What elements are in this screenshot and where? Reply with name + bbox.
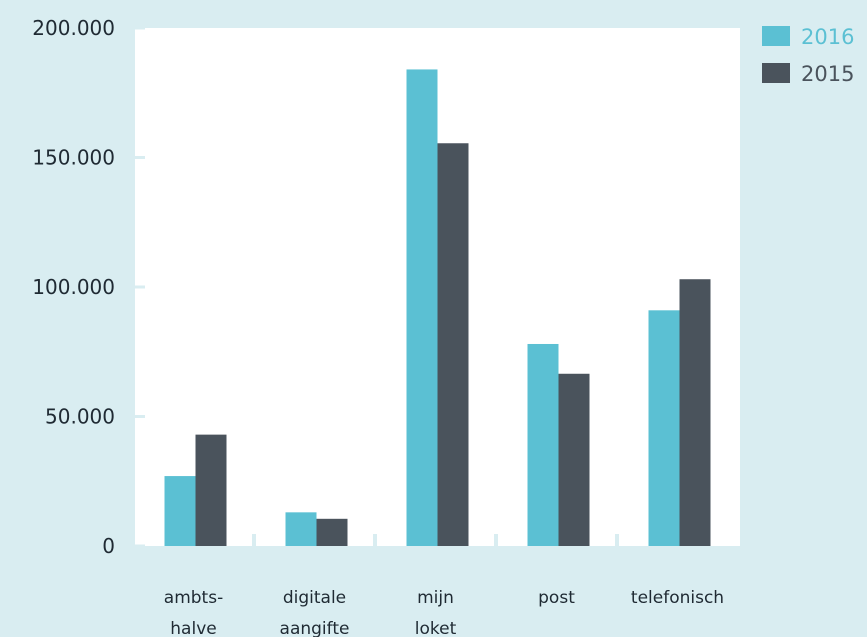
y-axis-ticks: 0 50.000 100.000 150.000 200.000 [32,16,619,558]
legend-label-2015: 2015 [801,62,854,86]
y-tick-label: 50.000 [45,405,115,429]
bar-2016-2 [406,69,438,546]
category-separator [373,534,377,546]
category-separator [615,534,619,546]
category-separator [252,534,256,546]
bar-2015-4 [679,279,711,546]
bar-2015-1 [316,518,348,546]
bar-2016-3 [527,343,559,546]
bar-2015-3 [558,373,590,546]
y-tick-label: 100.000 [32,275,115,299]
legend: 2016 2015 [762,25,854,86]
bar-2016-4 [648,310,680,546]
x-axis-categories: ambts-halve digitale aangifte mijn loket post… [164,588,724,637]
category-label: aangifte [280,619,350,637]
category-label: digitale [283,588,346,608]
y-tick-label: 200.000 [32,16,115,40]
bar-2016-1 [285,512,317,546]
category-separator [494,534,498,546]
category-label: post [538,588,575,608]
category-label: ambts- [164,588,223,608]
y-tick-label: 150.000 [32,146,115,170]
category-label: mijn [417,588,454,608]
legend-label-2016: 2016 [801,25,854,49]
category-label: loket [415,619,457,637]
legend-swatch-2015 [762,63,790,83]
category-label: telefonisch [631,588,724,608]
bars [164,69,711,546]
category-label: halve [170,619,216,637]
y-tick-label: 0 [102,534,115,558]
bar-2016-0 [164,476,196,546]
bar-2015-2 [437,143,469,546]
bar-2015-0 [195,434,227,546]
legend-swatch-2016 [762,26,790,46]
